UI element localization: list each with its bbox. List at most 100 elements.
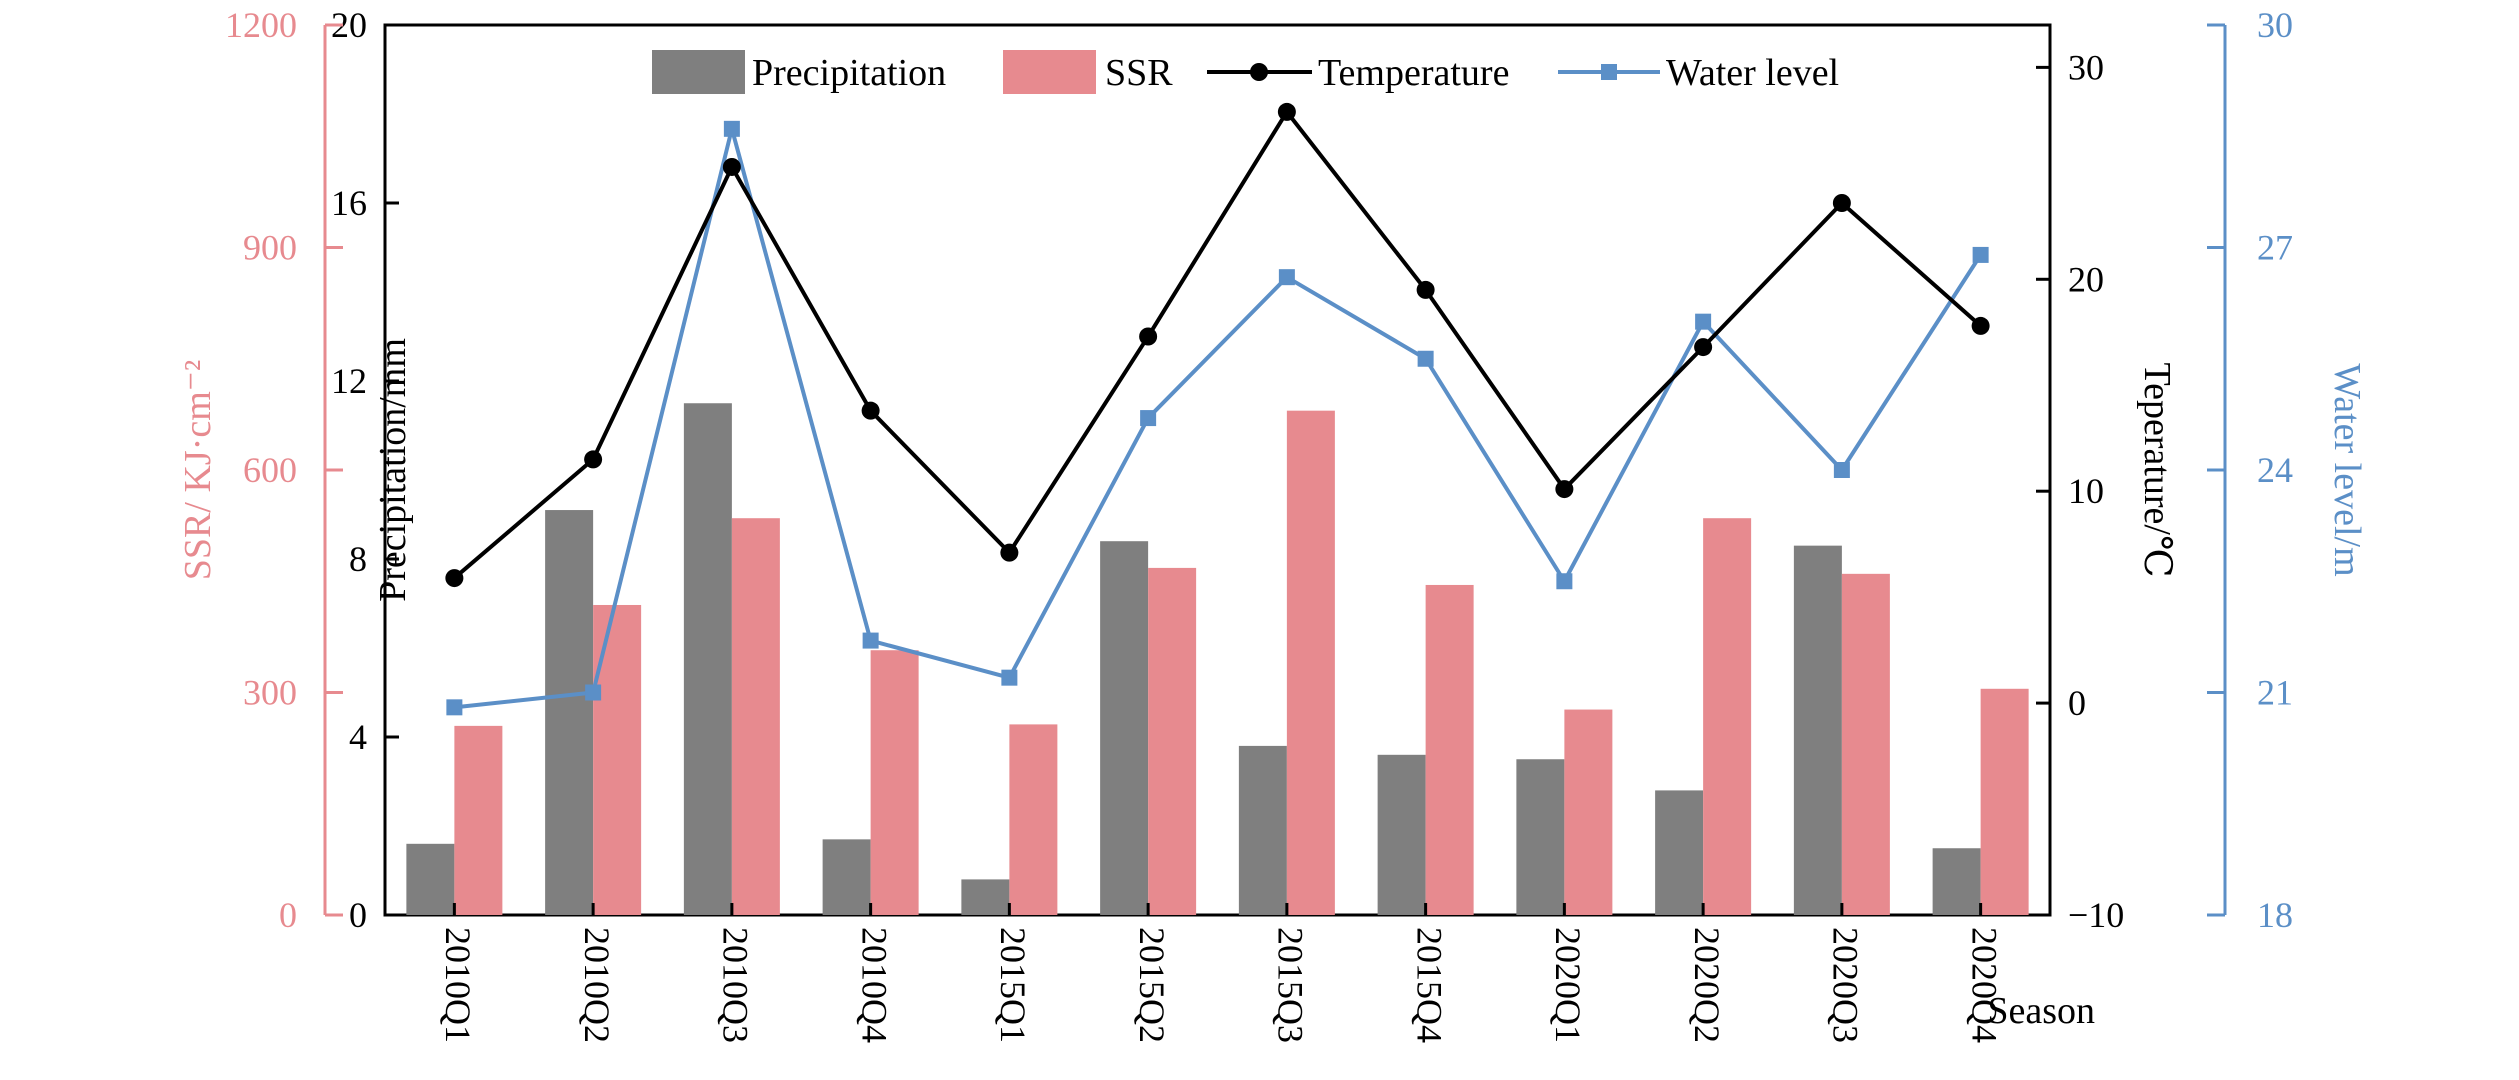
temperature-point — [1000, 543, 1019, 562]
precip-tick-label: 8 — [349, 539, 367, 579]
temperature-point — [1832, 194, 1851, 212]
ssr-bar — [593, 604, 642, 915]
ssr-tick-label: 600 — [243, 450, 297, 490]
precip-tick-label: 12 — [331, 361, 367, 401]
category-label: 2015Q4 — [1409, 927, 1449, 1043]
category-label: 2010Q1 — [438, 927, 478, 1043]
precipitation-bar — [1793, 545, 1842, 915]
precip-axis-title: Precipitation/mm — [372, 338, 414, 602]
legend-swatch-precipitation — [652, 50, 745, 94]
precip-tick-label: 16 — [331, 183, 367, 223]
ssr-bar — [454, 725, 503, 915]
temp-tick-label: 0 — [2068, 683, 2086, 723]
legend-swatch-ssr — [1003, 50, 1096, 94]
temp-tick-label: −10 — [2068, 895, 2124, 935]
precipitation-bar — [683, 403, 732, 915]
ssr-bar — [1425, 584, 1474, 915]
precip-tick-label: 0 — [349, 895, 367, 935]
plot-frame — [383, 23, 2052, 917]
water-level-point — [1417, 350, 1434, 367]
temperature-point — [1694, 338, 1713, 357]
plot-frame-group — [383, 23, 2052, 917]
temperature-point — [1277, 102, 1296, 121]
precipitation-bar — [961, 879, 1010, 915]
lines-group — [445, 102, 1990, 716]
ssr-bar — [731, 518, 780, 915]
ssr-bar — [1148, 567, 1197, 915]
precipitation-bar — [1100, 541, 1149, 915]
precipitation-bar — [545, 510, 594, 915]
precipitation-bar — [1238, 745, 1287, 915]
water-tick-label: 30 — [2257, 5, 2293, 45]
category-label: 2015Q2 — [1132, 927, 1172, 1043]
precipitation-bar — [406, 843, 455, 915]
ssr-bar — [1009, 724, 1058, 915]
precipitation-bar — [1932, 848, 1981, 915]
water-tick-label: 18 — [2257, 895, 2293, 935]
water-level-point — [1140, 410, 1157, 427]
water-level-point — [1833, 462, 1850, 478]
ssr-bar — [1286, 410, 1335, 915]
water-tick-label: 24 — [2257, 450, 2293, 490]
ssr-bar — [1703, 518, 1752, 915]
water-axis-title: Water level/m — [2326, 363, 2368, 576]
legend-swatch-water-level-marker — [1601, 64, 1617, 80]
category-label: 2015Q3 — [1271, 927, 1311, 1043]
legend-label-precipitation: Precipitation — [752, 52, 946, 94]
water-tick-label: 27 — [2257, 228, 2293, 268]
legend-swatch-temperature-marker — [1250, 63, 1268, 81]
precip-tick-label: 4 — [349, 717, 367, 757]
ssr-bar — [870, 650, 919, 915]
category-label: 2010Q3 — [716, 927, 756, 1043]
water-level-point — [1556, 573, 1573, 590]
precipitation-bar — [1377, 754, 1426, 915]
precipitation-bar — [1516, 759, 1565, 915]
water-level-point — [1001, 669, 1018, 686]
water-level-point — [862, 632, 879, 649]
category-label: 2010Q2 — [577, 927, 617, 1043]
water-level-point — [1972, 246, 1989, 263]
legend-label-water-level: Water level — [1666, 52, 1839, 94]
water-level-point — [1695, 313, 1712, 330]
axes-group: 048121620Precipitation/mm03006009001200S… — [177, 5, 2368, 1043]
legend-label-ssr: SSR — [1105, 52, 1173, 94]
x-axis-title: Season — [1987, 990, 2095, 1032]
category-label: 2020Q2 — [1687, 927, 1727, 1043]
temp-tick-label: 30 — [2068, 47, 2104, 87]
ssr-axis-title: SSR/ KJ·cm⁻² — [177, 360, 219, 580]
bars-group — [406, 403, 2029, 915]
temperature-point — [861, 401, 880, 420]
temperature-point — [1971, 316, 1990, 335]
water-level-point — [1278, 269, 1295, 286]
ssr-tick-label: 1200 — [225, 5, 297, 45]
temperature-point — [722, 157, 741, 176]
category-label: 2010Q4 — [854, 927, 894, 1043]
water-level-point — [446, 699, 463, 716]
ssr-tick-label: 300 — [243, 673, 297, 713]
legend-group: Precipitation SSR Temperature Water level — [652, 50, 1839, 94]
ssr-bar — [1980, 688, 2029, 915]
temperature-point — [1139, 327, 1158, 346]
category-label: 2020Q4 — [1964, 927, 2004, 1043]
ssr-bar — [1564, 709, 1613, 915]
water-level-point — [723, 120, 740, 137]
ssr-tick-label: 0 — [279, 895, 297, 935]
temperature-point — [584, 450, 603, 469]
precipitation-bar — [1655, 790, 1704, 915]
temperature-point — [1555, 480, 1574, 499]
legend-label-temperature: Temperature — [1318, 52, 1509, 94]
precipitation-bar — [822, 839, 871, 915]
category-label: 2015Q1 — [993, 927, 1033, 1043]
category-label: 2020Q1 — [1548, 927, 1588, 1043]
category-label: 2020Q3 — [1826, 927, 1866, 1043]
temp-axis-title: Teperature/℃ — [2136, 363, 2178, 578]
ssr-bar — [1841, 573, 1890, 915]
temperature-point — [1416, 280, 1435, 299]
temp-tick-label: 10 — [2068, 471, 2104, 511]
ssr-tick-label: 900 — [243, 228, 297, 268]
water-level-line — [454, 126, 1983, 710]
temperature-line — [453, 109, 1982, 580]
water-level-point — [585, 684, 602, 701]
